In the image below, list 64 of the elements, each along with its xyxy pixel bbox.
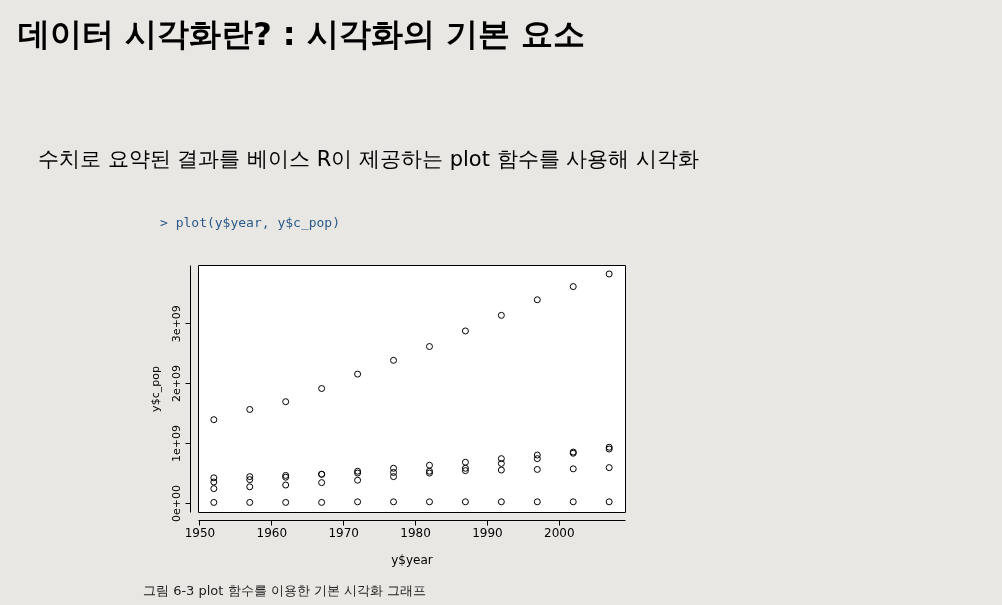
point bbox=[461, 467, 469, 475]
point bbox=[497, 498, 505, 506]
point bbox=[425, 343, 433, 351]
point bbox=[246, 476, 254, 484]
point bbox=[246, 473, 254, 481]
y-tick-label: 1e+09 bbox=[169, 425, 183, 463]
point bbox=[425, 461, 433, 469]
point bbox=[569, 465, 577, 473]
chart-title: 데이터 시각화란? : 시각화의 기본 요소 bbox=[18, 15, 586, 53]
point bbox=[533, 498, 541, 506]
point bbox=[282, 481, 290, 489]
point bbox=[210, 416, 218, 424]
y-tick-label: 2e+09 bbox=[169, 365, 183, 403]
point bbox=[354, 370, 362, 378]
caption: 그림 6-3 plot 함수를 이용한 기본 시각화 그래프 bbox=[143, 583, 427, 598]
x-tick-label: 1960 bbox=[256, 525, 288, 540]
text: > plot(y$year, y$c_pop) bbox=[160, 215, 341, 230]
point bbox=[461, 464, 469, 472]
point bbox=[461, 458, 469, 466]
x-tick-label: 1970 bbox=[328, 525, 359, 540]
point bbox=[461, 327, 469, 335]
point bbox=[497, 459, 505, 467]
point bbox=[533, 451, 541, 459]
point bbox=[533, 296, 541, 304]
x-tick-label: 1950 bbox=[184, 525, 216, 540]
point bbox=[354, 476, 362, 484]
point bbox=[497, 455, 505, 463]
point bbox=[246, 483, 254, 491]
point bbox=[533, 455, 541, 463]
point bbox=[569, 283, 577, 291]
point bbox=[390, 356, 398, 364]
point bbox=[390, 464, 398, 472]
point bbox=[210, 478, 218, 486]
point bbox=[246, 405, 254, 413]
y-tick-label: 3e+09 bbox=[169, 305, 183, 343]
point bbox=[282, 398, 290, 406]
point bbox=[605, 498, 613, 506]
point bbox=[390, 468, 398, 476]
point bbox=[533, 465, 541, 473]
point bbox=[390, 498, 398, 506]
x-tick-label: 2000 bbox=[544, 525, 575, 540]
point bbox=[282, 498, 290, 506]
point bbox=[318, 385, 326, 392]
x-tick-label: 1990 bbox=[472, 525, 503, 540]
y-axis-title: y$c_pop bbox=[148, 366, 162, 412]
point bbox=[318, 498, 326, 506]
point bbox=[497, 311, 505, 319]
point bbox=[425, 498, 433, 506]
x-tick-label: 1980 bbox=[400, 525, 431, 540]
point bbox=[210, 485, 218, 493]
point bbox=[605, 464, 613, 472]
y-tick-label: 0e+00 bbox=[169, 485, 183, 522]
point bbox=[461, 498, 469, 506]
point bbox=[354, 498, 362, 506]
point bbox=[569, 498, 577, 506]
point bbox=[210, 498, 218, 506]
x-axis-title: y$year bbox=[391, 552, 433, 567]
chart-subtitle: 수치로 요약된 결과를 베이스 R이 제공하는 plot 함수를 사용해 시각화 bbox=[38, 147, 699, 171]
point bbox=[246, 498, 254, 506]
point bbox=[497, 466, 505, 474]
point bbox=[605, 270, 613, 278]
point bbox=[318, 479, 326, 487]
point bbox=[210, 474, 218, 482]
point bbox=[390, 473, 398, 481]
